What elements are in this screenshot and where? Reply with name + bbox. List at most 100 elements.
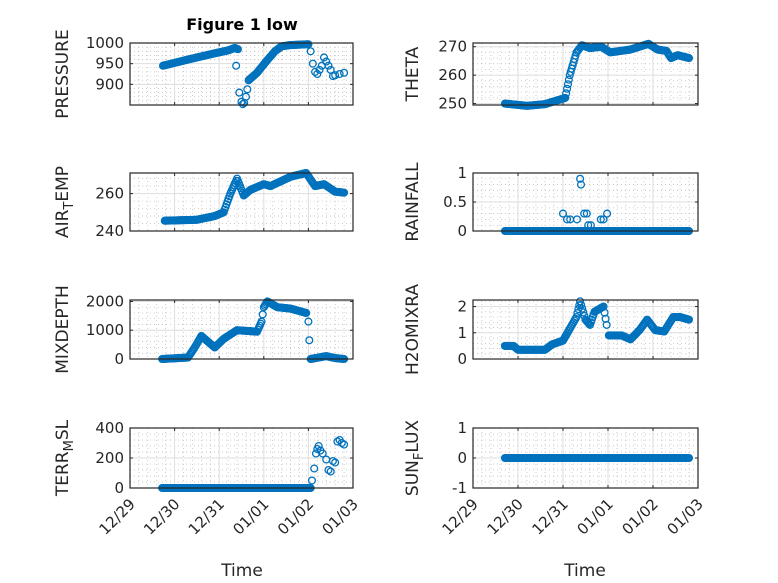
data-point xyxy=(596,215,605,224)
data-point xyxy=(302,308,311,318)
y-axis-label-part: EMP xyxy=(53,166,73,202)
y-axis-label-part: H2OMIXRA xyxy=(403,284,423,375)
data-point xyxy=(340,440,349,449)
y-axis-label-subscript: T xyxy=(62,202,77,211)
y-axis-label-part: AIR xyxy=(53,209,73,238)
data-point xyxy=(580,209,589,218)
data-point xyxy=(315,65,324,74)
y-tick-label: 250 xyxy=(438,95,467,113)
data-point xyxy=(561,93,570,102)
y-axis-label-part: SUN xyxy=(403,460,423,496)
data-point xyxy=(331,71,340,80)
subplot-terr-msl: 0 200 400 TERRMSL 12/29 12/30 12/31 01/01 01/02 0… xyxy=(53,419,362,538)
y-tick-label: 0 xyxy=(114,479,124,497)
axes-box xyxy=(129,172,354,232)
x-tick-label: 12/29 xyxy=(439,495,482,538)
x-tick-label: 12/31 xyxy=(529,495,572,538)
y-axis-label-part: LUX xyxy=(403,420,423,453)
data-point xyxy=(306,47,315,56)
data-point xyxy=(684,315,694,324)
y-tick-label: 0 xyxy=(114,350,124,368)
y-tick-label: 2 xyxy=(457,298,467,316)
data-point xyxy=(576,180,586,189)
data-point xyxy=(319,53,329,62)
data-point xyxy=(578,304,587,313)
x-tick-label: 12/30 xyxy=(484,495,527,538)
subplot-h2omixra: 0 1 2 H2OMIXRA xyxy=(403,284,699,375)
data-point xyxy=(573,309,582,318)
data-point xyxy=(571,51,580,60)
data-point xyxy=(579,308,588,317)
y-tick-label: -1 xyxy=(452,479,467,497)
data-point xyxy=(311,67,320,76)
y-tick-label: 1000 xyxy=(86,34,124,52)
axes-box xyxy=(472,299,699,360)
axes-box xyxy=(472,172,699,232)
axes-box xyxy=(129,299,354,360)
y-axis-label-part: MIXDEPTH xyxy=(53,285,73,374)
subplot-theta: 250 260 270 THETA xyxy=(403,38,699,113)
data-point xyxy=(684,453,694,463)
data-point xyxy=(233,45,242,54)
data-point xyxy=(305,336,314,345)
data-point xyxy=(572,312,581,322)
y-axis-label: PRESSURE xyxy=(53,29,73,118)
x-tick-label: 01/01 xyxy=(574,495,617,538)
axes-box xyxy=(129,427,354,489)
data-point xyxy=(582,209,591,218)
y-tick-label: 1 xyxy=(457,164,467,182)
y-axis-label-part: RAINFALL xyxy=(403,162,423,242)
data-point xyxy=(324,61,333,70)
y-axis-label: TERRMSL xyxy=(53,419,77,497)
data-point xyxy=(314,441,323,451)
y-axis-label-part: THETA xyxy=(403,46,423,102)
data-point xyxy=(340,68,349,77)
data-point xyxy=(318,449,327,458)
x-tick-label: 01/03 xyxy=(664,495,707,538)
subplot-air-temp: 240 260 AIRTEMP xyxy=(53,166,354,240)
x-tick-label: 01/01 xyxy=(229,495,272,538)
y-tick-label: 200 xyxy=(95,449,124,467)
y-tick-label: 900 xyxy=(95,75,124,93)
data-point xyxy=(562,215,572,224)
data-point xyxy=(326,467,335,476)
x-tick-label: 01/02 xyxy=(619,495,662,538)
x-tick-label: 01/02 xyxy=(274,495,317,538)
y-tick-label: 240 xyxy=(95,222,124,240)
data-point xyxy=(235,88,244,97)
data-point xyxy=(241,92,251,101)
data-point xyxy=(238,100,247,109)
y-tick-label: 1 xyxy=(457,324,467,342)
data-point xyxy=(563,80,572,89)
y-axis-label-part: TERR xyxy=(53,451,73,497)
y-axis-label-subscript: F xyxy=(412,453,427,460)
data-point xyxy=(243,85,252,94)
y-axis-label: MIXDEPTH xyxy=(53,285,73,374)
data-point xyxy=(313,69,322,79)
data-point xyxy=(564,75,573,84)
y-tick-label: 2000 xyxy=(86,292,124,310)
y-tick-label: 950 xyxy=(95,55,124,73)
y-axis-label: SUNFLUX xyxy=(403,420,427,497)
figure-title: Figure 1 low xyxy=(186,15,298,34)
y-axis-label-subscript: M xyxy=(62,440,77,451)
data-point xyxy=(304,40,313,49)
data-point xyxy=(307,476,317,485)
x-axis-label-left: Time xyxy=(220,561,263,581)
y-tick-label: 1000 xyxy=(86,321,124,339)
data-point xyxy=(572,215,581,224)
data-point xyxy=(562,89,571,98)
y-tick-label: 0.5 xyxy=(443,193,467,211)
data-point xyxy=(562,84,572,93)
x-tick-label: 12/29 xyxy=(96,495,139,538)
data-point xyxy=(577,300,586,310)
x-tick-label: 12/30 xyxy=(140,495,183,538)
data-point xyxy=(308,59,317,68)
data-point xyxy=(599,215,608,224)
data-point xyxy=(310,464,319,473)
data-point xyxy=(322,57,331,66)
y-tick-label: 0 xyxy=(457,449,467,467)
data-point xyxy=(331,458,340,467)
data-point xyxy=(586,221,595,230)
y-tick-label: 270 xyxy=(438,38,467,56)
